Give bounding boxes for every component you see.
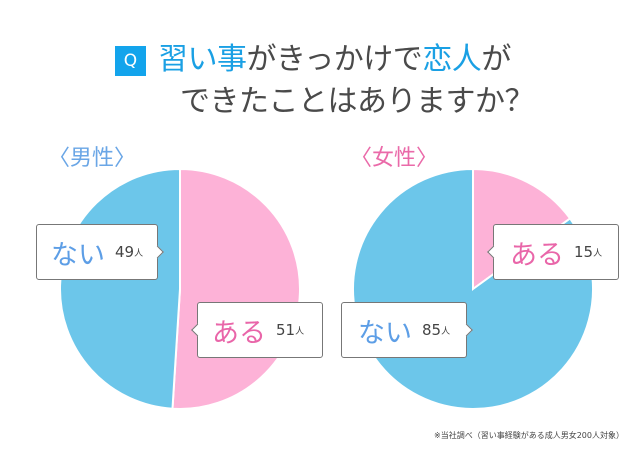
- title-text-end: が: [481, 42, 511, 77]
- female-no-callout: ない 85 人: [341, 302, 467, 358]
- male-no-callout: ない 49 人: [36, 224, 158, 280]
- male-yes-value: 51: [276, 321, 296, 339]
- male-no-label: ない: [51, 239, 105, 271]
- title-highlight-1: 習い事: [158, 42, 247, 77]
- female-no-unit: 人: [441, 326, 451, 337]
- male-heading: 〈男性〉: [48, 146, 137, 171]
- female-yes-unit: 人: [593, 248, 603, 259]
- male-pie-chart: [59, 167, 302, 410]
- title-line-1: 習い事がきっかけで恋人が: [158, 42, 511, 78]
- female-yes-label: ある: [510, 239, 564, 271]
- female-no-label: ない: [358, 317, 412, 349]
- footnote: ※当社調べ（習い事経験がある成人男女200人対象）: [434, 431, 624, 440]
- male-yes-label: ある: [212, 317, 266, 349]
- pie-slice-no: [59, 167, 181, 410]
- title-text-mid: がきっかけで: [246, 42, 423, 77]
- title-highlight-2: 恋人: [422, 42, 482, 77]
- female-yes-callout: ある 15 人: [493, 224, 619, 280]
- title-line-2: できたことはありますか？: [180, 84, 535, 119]
- question-badge: Q: [115, 46, 146, 76]
- female-yes-value: 15: [574, 243, 594, 261]
- pie-slice-yes: [171, 167, 302, 410]
- female-heading: 〈女性〉: [350, 146, 439, 171]
- female-pie-chart: [352, 167, 594, 410]
- male-no-unit: 人: [134, 248, 144, 259]
- male-no-value: 49: [115, 243, 135, 261]
- female-no-value: 85: [422, 321, 442, 339]
- male-yes-unit: 人: [295, 326, 305, 337]
- male-yes-callout: ある 51 人: [197, 302, 323, 358]
